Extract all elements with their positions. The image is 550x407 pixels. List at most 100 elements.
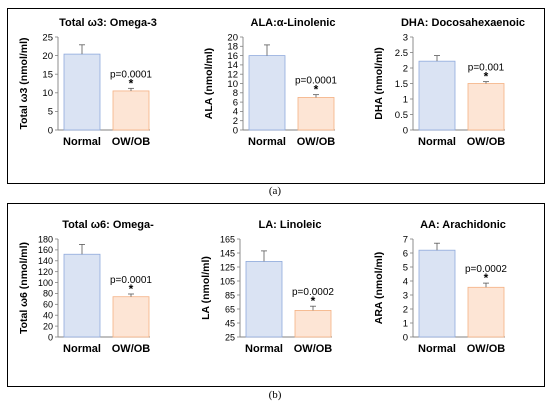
ala-ytick-label: 12 <box>227 70 238 81</box>
ala-title: ALA:α-Linolenic <box>251 17 336 29</box>
ala-bar-normal <box>248 55 286 131</box>
omega6-ytick-label: 140 <box>38 256 53 266</box>
omega3-category-label: Normal <box>63 136 101 148</box>
omega6-ytick-label: 120 <box>38 267 53 277</box>
omega3-significance-star: * <box>129 76 134 90</box>
panel-label-a: (a) <box>268 185 282 197</box>
ala-bar-ow-ob <box>297 97 335 131</box>
ala-ytick-label: 20 <box>227 32 238 43</box>
aa-ytick-label: 7 <box>403 234 408 245</box>
aa-ytick-label: 2 <box>403 304 408 315</box>
aa-ytick-label: 6 <box>403 248 408 259</box>
ala-ytick-label: 4 <box>233 107 238 118</box>
dha-ytick-label: 1.5 <box>395 79 408 90</box>
aa-ytick-label: 1 <box>403 318 408 329</box>
omega6-ytick-label: 20 <box>43 321 53 331</box>
aa-ylabel: ARA (nmol/ml) <box>373 252 385 325</box>
la-ytick-label: 25 <box>225 332 235 342</box>
omega6-bar-ow-ob <box>112 296 150 338</box>
omega6-ytick-label: 40 <box>43 311 53 321</box>
la-title: LA: Linoleic <box>259 219 322 231</box>
la-ytick-label: 165 <box>220 234 235 244</box>
la-ytick-label: 65 <box>225 304 235 314</box>
la-significance-star: * <box>311 294 316 308</box>
ala-ytick-label: 2 <box>233 116 238 127</box>
omega6-ytick-label: 180 <box>38 234 53 244</box>
omega3-title: Total ω3: Omega-3 <box>59 17 157 29</box>
la-ytick-label: 45 <box>225 318 235 328</box>
la-category-label: Normal <box>245 343 283 355</box>
aa-ytick-label: 0 <box>403 332 408 343</box>
aa-significance-star: * <box>484 271 489 285</box>
dha-ytick-label: 2 <box>403 63 408 74</box>
dha-ylabel: DHA (nmol/ml) <box>373 47 385 120</box>
la-ytick-label: 85 <box>225 290 235 300</box>
dha-ytick-label: 0 <box>403 125 408 136</box>
la-category-label: OW/OB <box>294 343 333 355</box>
dha-ytick-label: 2.5 <box>395 48 408 59</box>
omega6-p-value: p=0.0001 <box>110 275 152 286</box>
omega6-category-label: OW/OB <box>112 343 151 355</box>
ala-ytick-label: 18 <box>227 42 238 53</box>
omega6-bar-normal <box>63 253 101 338</box>
omega3-ytick-label: 10 <box>42 88 53 99</box>
dha-ytick-label: 0.5 <box>395 110 408 121</box>
dha-bar-ow-ob <box>467 83 505 131</box>
ala-ylabel: ALA (nmol/ml) <box>203 48 215 119</box>
omega6-ytick-label: 80 <box>43 289 53 299</box>
ala-ytick-label: 6 <box>233 97 238 108</box>
omega6-significance-star: * <box>129 282 134 296</box>
dha-p-value: p=0.001 <box>468 63 505 74</box>
dha-category-label: Normal <box>418 136 456 148</box>
ala-category-label: Normal <box>248 136 286 148</box>
dha-significance-star: * <box>484 70 489 84</box>
aa-ytick-label: 4 <box>403 276 408 287</box>
ala-ytick-label: 0 <box>233 125 238 136</box>
omega6-ytick-label: 0 <box>48 332 53 342</box>
la-ytick-label: 145 <box>220 248 235 258</box>
dha-ytick-label: 3 <box>403 32 408 43</box>
aa-category-label: OW/OB <box>467 343 506 355</box>
ala-ytick-label: 10 <box>227 79 238 90</box>
omega3-ytick-label: 5 <box>48 107 53 118</box>
dha-bar-normal <box>418 60 456 131</box>
aa-category-label: Normal <box>418 343 456 355</box>
omega3-ytick-label: 0 <box>48 125 53 136</box>
la-bar-normal <box>245 260 283 338</box>
omega6-title: Total ω6: Omega- <box>62 219 154 231</box>
la-ytick-label: 105 <box>220 276 235 286</box>
omega6-ytick-label: 100 <box>38 278 53 288</box>
aa-title: AA: Arachidonic <box>420 219 506 231</box>
omega3-ytick-label: 15 <box>42 70 53 81</box>
aa-ytick-label: 5 <box>403 262 408 273</box>
omega6-category-label: Normal <box>63 343 101 355</box>
dha-ytick-label: 1 <box>403 94 408 105</box>
omega3-p-value: p=0.0001 <box>110 69 152 80</box>
dha-title: DHA: Docosahexaenoic <box>401 17 525 29</box>
omega3-ylabel: Total ω3 (nmol/ml) <box>18 37 30 129</box>
la-p-value: p=0.0002 <box>292 287 334 298</box>
aa-p-value: p=0.0002 <box>465 264 507 275</box>
ala-ytick-label: 16 <box>227 51 238 62</box>
aa-bar-normal <box>418 249 456 338</box>
ala-ytick-label: 14 <box>227 60 238 71</box>
omega3-ytick-label: 20 <box>42 51 53 62</box>
panel-label-b: (b) <box>268 389 282 401</box>
omega6-ylabel: Total ω6 (nmol/ml) <box>18 242 30 334</box>
omega3-ytick-label: 25 <box>42 32 53 43</box>
ala-category-label: OW/OB <box>297 136 336 148</box>
dha-category-label: OW/OB <box>467 136 506 148</box>
la-ylabel: LA (nmol/ml) <box>200 256 212 320</box>
la-ytick-label: 125 <box>220 262 235 272</box>
omega3-category-label: OW/OB <box>112 136 151 148</box>
omega3-bar-normal <box>63 53 101 131</box>
aa-bar-ow-ob <box>467 286 505 338</box>
aa-ytick-label: 3 <box>403 290 408 301</box>
ala-p-value: p=0.0001 <box>295 76 337 87</box>
omega6-ytick-label: 160 <box>38 245 53 255</box>
ala-significance-star: * <box>314 83 319 97</box>
la-bar-ow-ob <box>294 309 332 338</box>
omega6-ytick-label: 60 <box>43 300 53 310</box>
ala-ytick-label: 8 <box>233 88 238 99</box>
